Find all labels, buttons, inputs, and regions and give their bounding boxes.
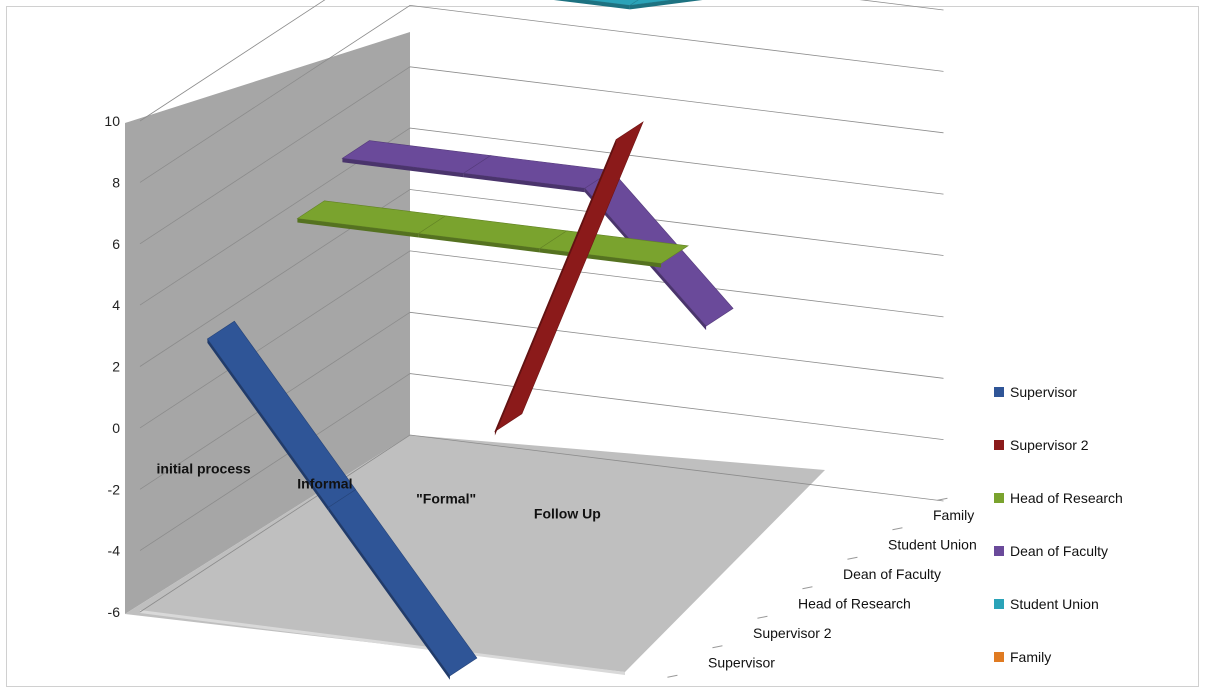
series-segment-edge (207, 338, 329, 512)
category-label-informal: Informal (297, 475, 352, 491)
depth-tick (757, 615, 768, 619)
series-segment-edge (342, 158, 464, 178)
legend-swatch (994, 493, 1004, 503)
y-tick-label: -2 (108, 481, 121, 497)
legend-swatch (994, 440, 1004, 450)
y-axis-ticks: 10 8 6 4 2 0 -2 -4 -6 (104, 113, 120, 620)
legend-label: Supervisor (1010, 384, 1077, 400)
series-supervisor (206, 320, 478, 680)
series-supervisor-2 (494, 121, 644, 436)
legend-label: Head of Research (1010, 490, 1123, 506)
category-label-formal: "Formal" (416, 490, 476, 506)
depth-tick (892, 527, 903, 531)
series-segment-edge (418, 233, 540, 253)
legend: Supervisor Supervisor 2 Head of Research De… (994, 384, 1123, 665)
legend-item-head-of-research: Head of Research (994, 490, 1123, 506)
legend-label: Student Union (1010, 596, 1099, 612)
legend-label: Dean of Faculty (1010, 543, 1108, 559)
legend-item-family: Family (994, 649, 1051, 665)
gridline (139, 4, 944, 183)
legend-item-dean-of-faculty: Dean of Faculty (994, 543, 1108, 559)
legend-swatch (994, 387, 1004, 397)
floor-front (140, 610, 625, 675)
gridline (139, 0, 944, 122)
depth-tick (667, 674, 678, 678)
y-tick-label: 8 (112, 174, 120, 190)
depth-tick (847, 556, 858, 560)
y-tick-label: -4 (108, 543, 121, 559)
depth-tick (937, 497, 948, 501)
gridlines (139, 0, 944, 613)
series-segment (629, 0, 674, 6)
series-segment-edge (297, 218, 419, 238)
legend-item-student-union: Student Union (994, 596, 1099, 612)
legend-item-supervisor: Supervisor (994, 384, 1077, 400)
legend-swatch (994, 599, 1004, 609)
gridline (139, 311, 944, 490)
gridline (139, 373, 944, 551)
gridline (139, 434, 944, 613)
series-segment-edge (494, 139, 617, 436)
depth-label-student-union: Student Union (888, 536, 977, 552)
depth-tick (802, 586, 813, 590)
floor (125, 435, 825, 672)
legend-label: Family (1010, 649, 1051, 665)
y-tick-label: 4 (112, 297, 120, 313)
legend-label: Supervisor 2 (1010, 437, 1089, 453)
depth-axis (667, 497, 948, 678)
category-axis-labels: initial process Informal "Formal" Follow Up (157, 460, 601, 521)
depth-label-family: Family (933, 507, 974, 523)
y-tick-label: 10 (104, 113, 120, 129)
y-tick-label: -6 (108, 604, 121, 620)
depth-label-dean-of-faculty: Dean of Faculty (843, 566, 941, 582)
legend-swatch (994, 652, 1004, 662)
series-segment (494, 121, 644, 433)
y-tick-label: 6 (112, 236, 120, 252)
depth-axis-labels: Supervisor Supervisor 2 Head of Research De… (708, 507, 977, 671)
category-label-initial-process: initial process (157, 460, 251, 476)
gridline (139, 127, 944, 306)
y-tick-label: 2 (112, 359, 120, 375)
category-label-follow-up: Follow Up (534, 505, 601, 521)
series-segment-edge (463, 173, 585, 193)
series-layer (206, 0, 734, 680)
depth-label-supervisor-2: Supervisor 2 (753, 625, 832, 641)
depth-label-head-of-research: Head of Research (798, 595, 911, 611)
depth-tick (712, 645, 723, 649)
gridline (139, 66, 944, 245)
series-segment-edge (629, 0, 703, 10)
gridline (139, 189, 944, 367)
legend-swatch (994, 546, 1004, 556)
legend-item-supervisor-2: Supervisor 2 (994, 437, 1089, 453)
series-segment-edge (553, 0, 630, 10)
series-segment-edge (328, 507, 450, 680)
y-tick-label: 0 (112, 420, 120, 436)
depth-label-supervisor: Supervisor (708, 654, 775, 670)
series-student-union (553, 0, 703, 10)
series-segment (328, 489, 478, 677)
